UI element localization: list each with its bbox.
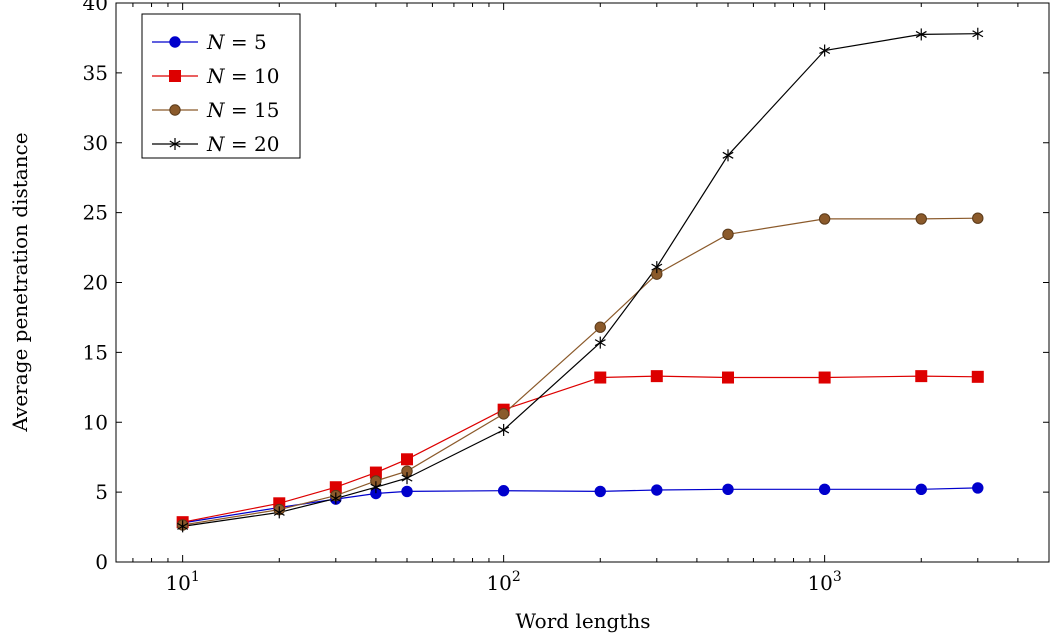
data-point xyxy=(818,371,831,384)
series-line xyxy=(182,375,978,523)
legend-marker xyxy=(169,70,181,82)
legend-marker xyxy=(169,104,181,116)
x-tick-labels: 101 102 103 xyxy=(165,569,841,595)
legend-box xyxy=(141,13,301,159)
y-tick-label: 40 xyxy=(83,0,108,15)
data-point xyxy=(722,371,735,384)
data-point-stroke xyxy=(370,483,382,491)
y-axis-title: Average penetration distance xyxy=(8,132,32,432)
data-point xyxy=(370,481,382,494)
data-point xyxy=(401,485,413,498)
data-point xyxy=(915,213,927,225)
series-line xyxy=(182,487,978,524)
data-point xyxy=(915,483,927,496)
data-point xyxy=(818,213,831,225)
data-point-stroke xyxy=(594,339,606,347)
data-point xyxy=(972,212,984,224)
data-point-stroke xyxy=(330,494,342,502)
data-point xyxy=(722,483,734,496)
y-tick-labels: 0 5 10 15 20 25 30 35 40 xyxy=(83,0,108,574)
legend-label: N = 15 xyxy=(206,98,279,122)
series-lines xyxy=(182,33,978,527)
data-point xyxy=(972,482,984,494)
data-point xyxy=(722,149,734,162)
axis-ticks xyxy=(116,2,1050,563)
data-point xyxy=(594,485,606,498)
data-point xyxy=(650,370,663,383)
data-point xyxy=(915,370,928,383)
data-point xyxy=(401,453,414,466)
data-point-stroke xyxy=(972,30,984,38)
data-point xyxy=(971,370,984,383)
legend-marker xyxy=(169,36,181,48)
data-point-stroke xyxy=(915,30,927,38)
y-tick-label: 10 xyxy=(83,410,108,434)
x-tick-label: 102 xyxy=(486,569,520,595)
y-tick-label: 20 xyxy=(83,271,108,295)
data-point-stroke xyxy=(401,474,413,482)
series-line xyxy=(182,33,978,527)
data-point xyxy=(594,371,607,384)
y-tick-label: 5 xyxy=(95,480,108,504)
legend: N = 5 N = 10 N = 15 N = 20 xyxy=(141,13,301,159)
data-point-stroke xyxy=(273,508,285,516)
data-point xyxy=(594,336,606,349)
plot-frame xyxy=(115,2,1050,563)
data-point-stroke xyxy=(651,263,663,271)
series-line xyxy=(182,217,978,526)
data-point xyxy=(651,484,663,496)
data-point-stroke xyxy=(177,522,189,530)
data-point xyxy=(497,485,510,497)
series-markers xyxy=(176,27,984,533)
legend-label: N = 10 xyxy=(206,64,279,88)
data-point xyxy=(177,520,189,533)
data-point-stroke xyxy=(722,151,734,159)
x-axis-title: Word lengths xyxy=(515,609,650,633)
y-tick-label: 30 xyxy=(83,131,108,155)
y-tick-label: 25 xyxy=(83,201,108,225)
data-point xyxy=(498,423,510,436)
x-tick-label: 101 xyxy=(165,569,199,595)
legend-label: N = 5 xyxy=(206,30,267,54)
data-point xyxy=(273,506,285,519)
data-point xyxy=(972,27,984,40)
x-tick-label: 103 xyxy=(807,569,841,595)
data-point-stroke xyxy=(819,46,831,55)
legend-label: N = 20 xyxy=(206,132,279,156)
data-point-stroke xyxy=(498,426,510,434)
legend-marker xyxy=(169,138,181,150)
data-point xyxy=(594,321,606,333)
y-tick-label: 15 xyxy=(83,340,108,364)
data-point-stroke xyxy=(169,140,181,148)
y-tick-label: 0 xyxy=(95,550,108,574)
data-point xyxy=(651,261,663,274)
data-point xyxy=(818,483,831,496)
data-point xyxy=(722,228,734,240)
data-point xyxy=(819,44,831,57)
data-point xyxy=(401,472,413,485)
data-point xyxy=(915,28,927,41)
y-tick-label: 35 xyxy=(83,61,108,85)
data-point xyxy=(330,492,342,505)
data-point xyxy=(497,408,510,420)
